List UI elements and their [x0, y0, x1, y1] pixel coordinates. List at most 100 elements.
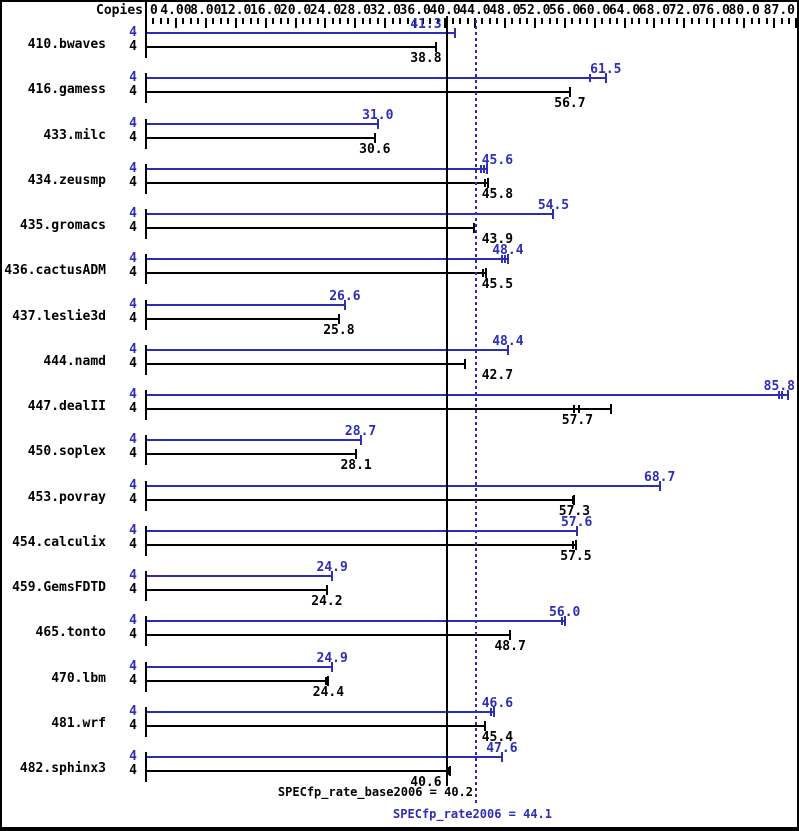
- axis-tick-label: 72.0: [668, 3, 700, 18]
- bar-run-mark: [500, 255, 503, 263]
- axis-tick: [399, 18, 402, 24]
- bar-run-mark: [482, 165, 485, 173]
- bar-value-label: 47.6: [486, 741, 518, 756]
- copies-value: 4: [129, 39, 137, 54]
- axis-tick: [436, 18, 439, 24]
- copies-value: 4: [129, 537, 137, 552]
- axis-tick: [159, 18, 162, 24]
- row-axis-bracket: [145, 526, 147, 556]
- copies-value: 4: [129, 161, 137, 176]
- axis-tick: [788, 18, 791, 24]
- bar-end-cap: [500, 752, 503, 762]
- axis-tick-label: 44.0: [459, 3, 491, 18]
- bar-line: [147, 770, 451, 772]
- copies-value: 4: [129, 130, 137, 145]
- bar-value-label: 40.6: [410, 775, 442, 790]
- bar-end-cap: [786, 390, 789, 400]
- bar-line: [147, 680, 329, 682]
- axis-tick: [533, 18, 536, 28]
- copies-value: 4: [129, 311, 137, 326]
- bar-run-mark: [571, 496, 574, 504]
- bar-line: [147, 32, 456, 34]
- bar-line: [147, 408, 612, 410]
- benchmark-name: 450.soplex: [27, 444, 106, 459]
- axis-tick: [683, 18, 686, 28]
- bar-value-label: 26.6: [329, 289, 361, 304]
- axis-tick: [309, 18, 312, 24]
- axis-tick: [249, 18, 252, 24]
- axis-tick: [780, 18, 783, 24]
- bar-line: [147, 258, 509, 260]
- bar-end-cap: [493, 707, 496, 717]
- axis-tick: [287, 18, 290, 24]
- benchmark-name: 410.bwaves: [27, 37, 106, 52]
- axis-tick: [145, 18, 147, 28]
- bar-end-cap: [373, 133, 376, 143]
- axis-tick: [728, 18, 731, 24]
- benchmark-name: 447.dealII: [27, 399, 106, 414]
- bar-value-label: 56.0: [549, 605, 581, 620]
- axis-tick: [795, 18, 797, 28]
- axis-tick: [675, 18, 678, 24]
- bar-value-label: 42.7: [481, 368, 514, 383]
- bar-end-cap: [484, 721, 487, 731]
- axis-tick: [212, 18, 215, 24]
- bar-line: [147, 304, 346, 306]
- axis-tick: [511, 18, 514, 24]
- bar-value-label: 48.7: [494, 639, 526, 654]
- axis-tick-label: 16.0: [249, 3, 282, 18]
- axis-tick: [608, 18, 611, 24]
- axis-tick: [361, 18, 364, 24]
- bar-line: [147, 77, 607, 79]
- bar-line: [147, 123, 379, 125]
- benchmark-name: 436.cactusADM: [4, 263, 106, 278]
- axis-tick: [556, 18, 559, 24]
- bar-line: [147, 349, 509, 351]
- bar-run-mark: [777, 391, 780, 399]
- axis-tick-label: 28.0: [339, 3, 371, 18]
- bar-value-label: 45.6: [481, 153, 514, 168]
- axis-tick: [631, 18, 633, 24]
- base-summary-label: SPECfp_rate_base2006 = 40.2: [277, 785, 473, 799]
- axis-tick: [571, 18, 574, 24]
- axis-tick: [182, 18, 185, 24]
- bar-run-mark: [484, 179, 487, 187]
- bar-value-label: 48.4: [492, 334, 524, 349]
- copies-value: 4: [129, 84, 137, 99]
- row-axis-bracket: [145, 752, 147, 782]
- benchmark-name: 444.namd: [43, 354, 106, 369]
- bar-value-label: 25.8: [323, 323, 355, 338]
- bar-end-cap: [448, 766, 451, 776]
- axis-tick: [541, 18, 544, 24]
- peak-summary-label: SPECfp_rate2006 = 44.1: [393, 807, 552, 821]
- bar-end-cap: [604, 73, 607, 83]
- axis-tick: [481, 18, 484, 24]
- bar-value-label: 45.5: [481, 277, 514, 292]
- bar-value-label: 45.4: [481, 730, 514, 745]
- benchmark-name: 437.leslie3d: [12, 309, 106, 324]
- axis-tick: [578, 18, 581, 24]
- row-axis-bracket: [145, 662, 147, 692]
- axis-tick: [257, 18, 260, 24]
- bar-line: [147, 620, 566, 622]
- axis-tick-label: 0: [150, 3, 158, 18]
- bar-end-cap: [610, 404, 613, 414]
- bar-end-cap: [331, 571, 334, 581]
- row-axis-bracket: [145, 73, 147, 103]
- axis-tick: [735, 18, 738, 24]
- axis-tick-label: 32.0: [369, 3, 401, 18]
- benchmark-name: 453.povray: [27, 490, 106, 505]
- copies-value: 4: [129, 446, 137, 461]
- row-axis-bracket: [145, 300, 147, 330]
- row-axis-bracket: [145, 435, 147, 465]
- bar-value-label: 28.7: [344, 424, 377, 439]
- bar-end-cap: [473, 223, 476, 233]
- axis-tick: [645, 18, 648, 24]
- bar-end-cap: [485, 164, 488, 174]
- bar-run-mark: [479, 165, 482, 173]
- bar-end-cap: [658, 481, 661, 491]
- axis-tick: [698, 18, 701, 24]
- bar-end-cap: [573, 495, 576, 505]
- bar-end-cap: [568, 87, 571, 97]
- axis-tick-label: 36.0: [399, 3, 431, 18]
